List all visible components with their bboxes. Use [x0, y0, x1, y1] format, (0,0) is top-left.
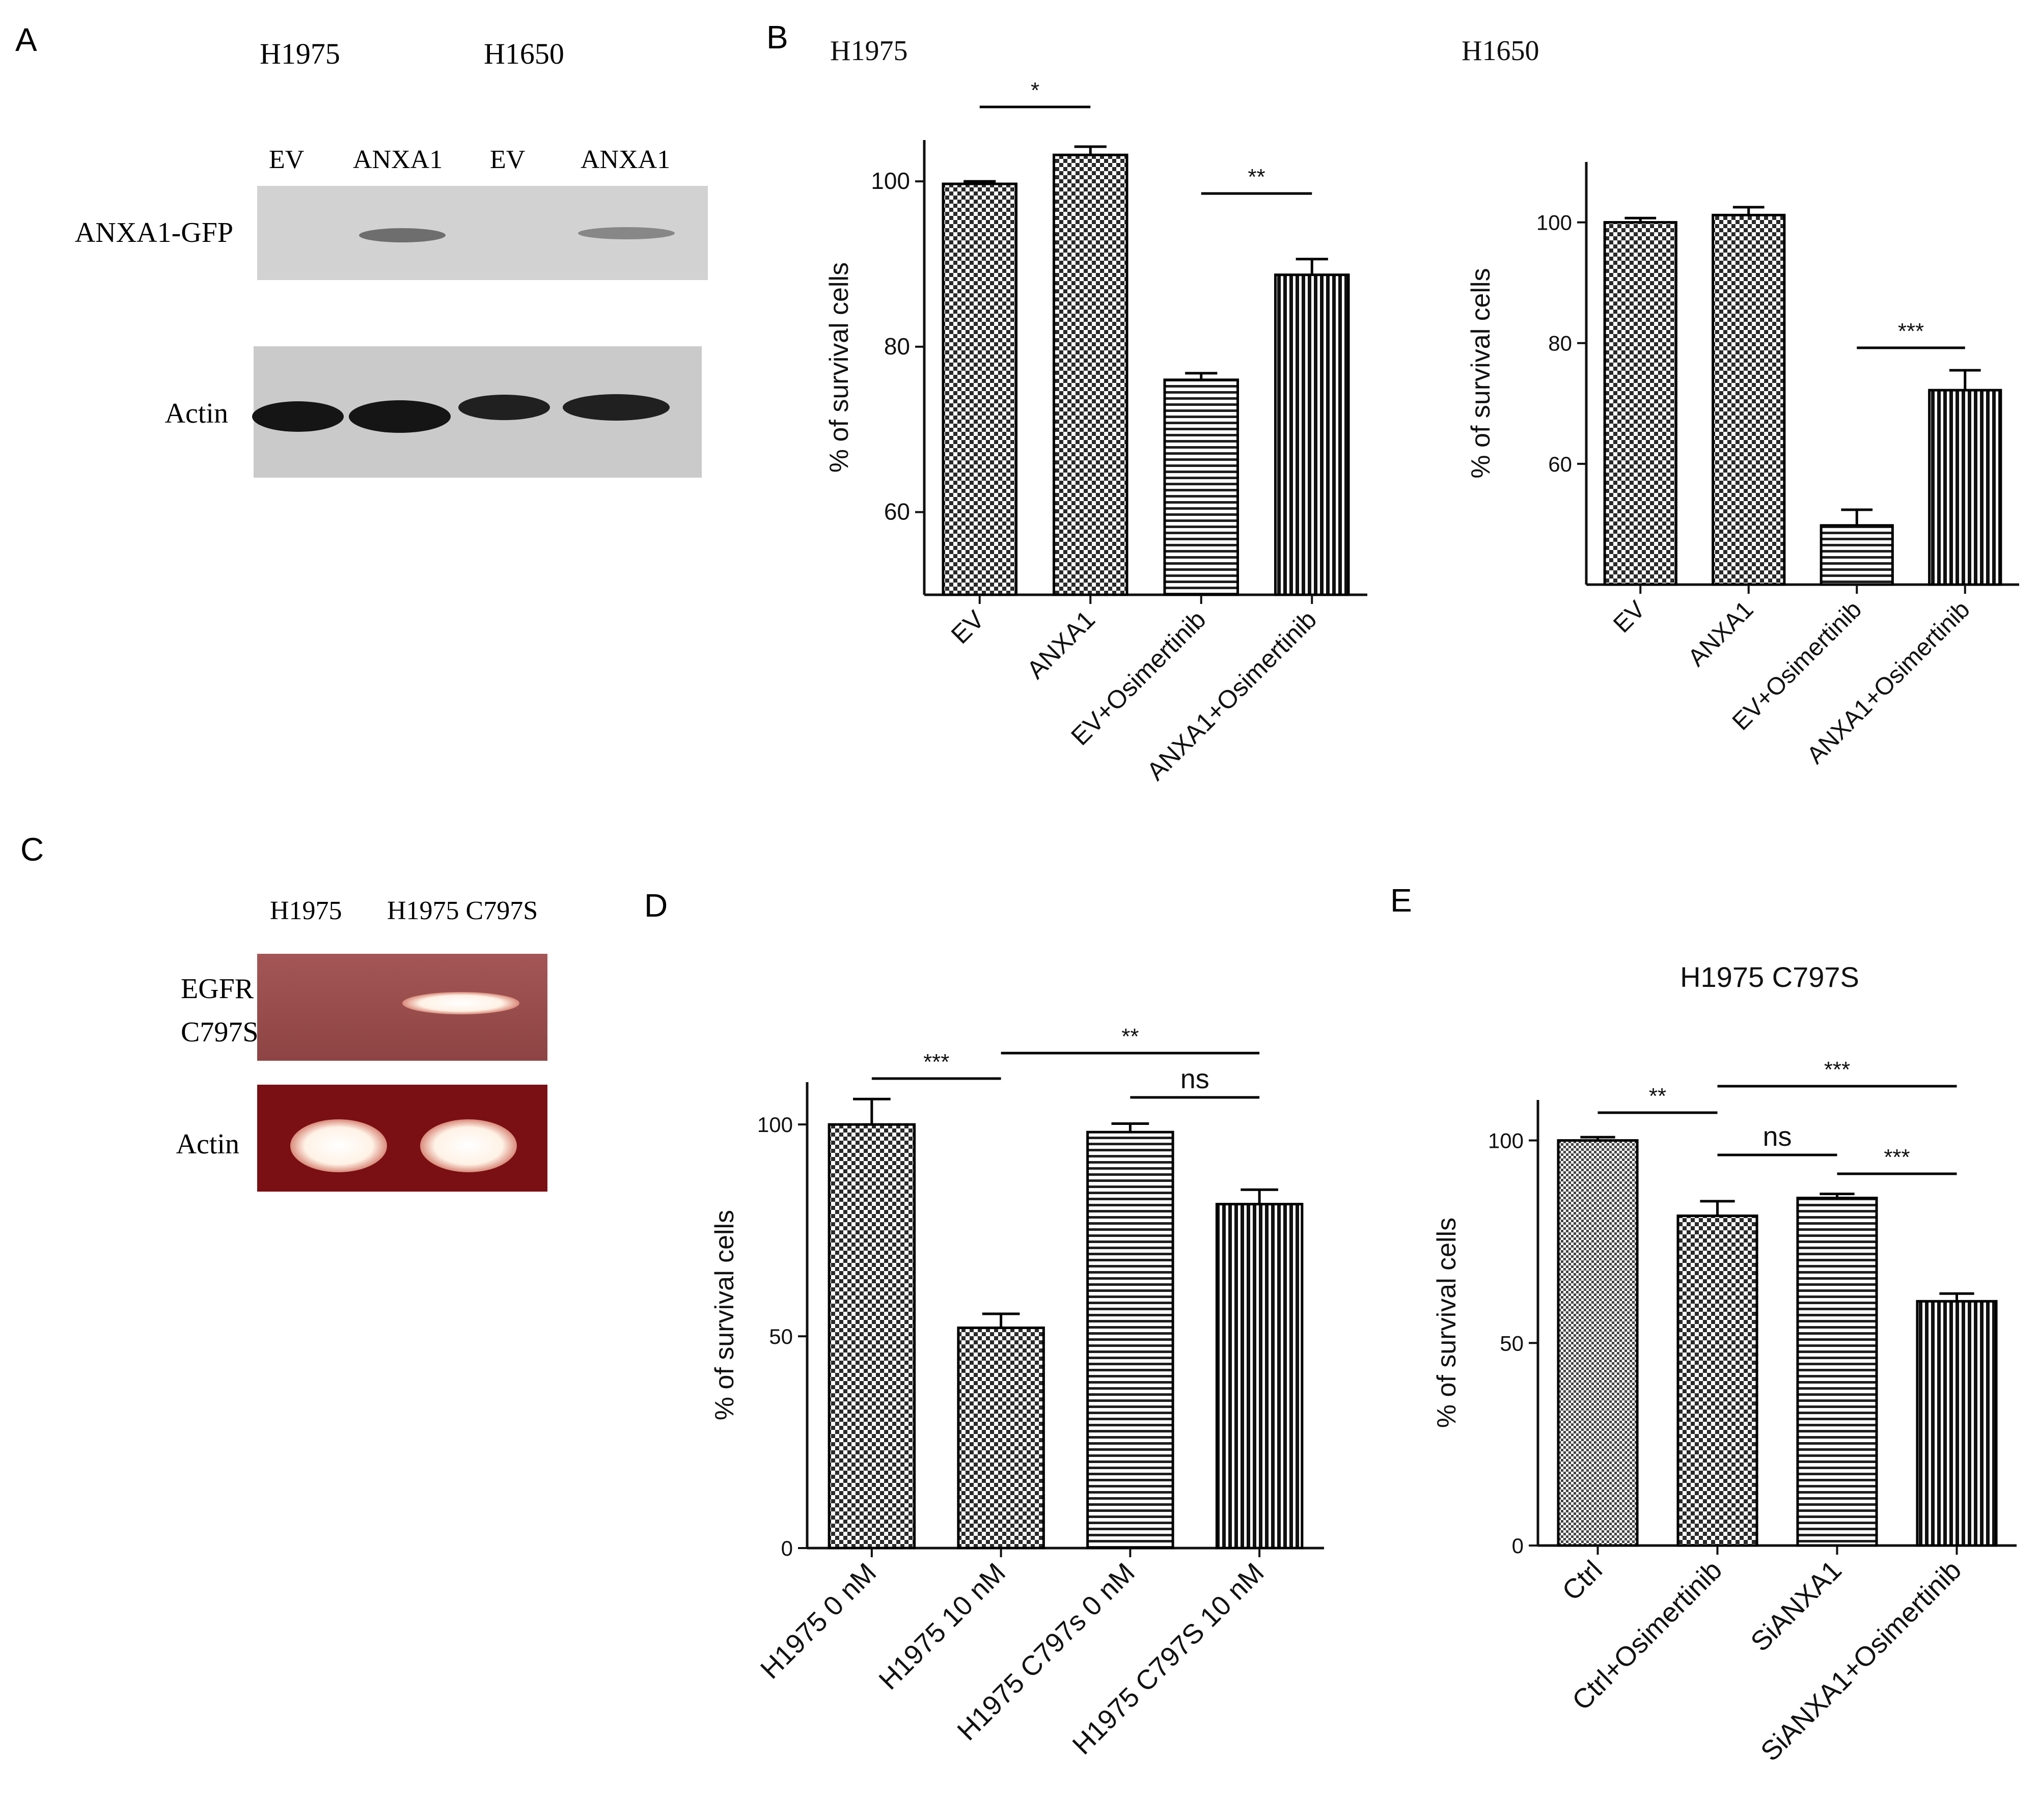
y-tick-label: 60	[884, 499, 910, 525]
significance-label: **	[1248, 164, 1265, 189]
y-tick-label: 100	[757, 1113, 793, 1137]
bar	[1086, 1130, 1174, 1550]
x-tick-label: H1975 10 nM	[873, 1557, 1011, 1696]
gel-c-lane-label: H1975	[270, 896, 342, 925]
panel-letter-a: A	[15, 21, 37, 58]
bar	[1215, 1203, 1304, 1550]
y-tick-label: 100	[1488, 1129, 1524, 1153]
y-axis-label: % of survival cells	[710, 1210, 739, 1420]
blot-a-lane-label: EV	[269, 145, 304, 174]
gel-c-row-label-actin: Actin	[176, 1128, 239, 1160]
significance-label: **	[1121, 1024, 1139, 1049]
significance-label: ***	[1898, 319, 1924, 344]
significance-label: ***	[923, 1050, 949, 1074]
y-tick-label: 80	[1548, 332, 1572, 355]
panel-letter-b: B	[766, 19, 788, 56]
y-tick-label: 50	[769, 1325, 793, 1348]
bar	[1557, 1139, 1639, 1547]
gel-c-band	[290, 1119, 387, 1172]
panel-letter-e: E	[1390, 882, 1412, 919]
x-tick-label: SiANXA1+Osimertinib	[1755, 1555, 1967, 1767]
gel-c-lane-label: H1975 C797S	[387, 896, 538, 925]
bar	[942, 182, 1018, 596]
chart-d: % of survival cells 0 50 100 H1975 0 nMH1975…	[710, 1024, 1324, 1760]
blot-a-band	[349, 400, 451, 433]
blot-a-cell-line-h1650: H1650	[484, 37, 564, 70]
significance-label: ns	[1762, 1121, 1792, 1152]
bar	[1274, 273, 1350, 596]
y-tick-label: 100	[871, 168, 910, 194]
y-axis-label: % of survival cells	[1466, 268, 1496, 478]
gel-c-row-label-c797s: C797S	[181, 1016, 259, 1048]
blot-a-band	[359, 228, 446, 242]
gel-c-band	[402, 992, 519, 1014]
x-tick-label: EV	[946, 605, 990, 649]
x-tick-label: EV	[1608, 596, 1650, 638]
y-tick-label: 0	[1512, 1534, 1524, 1558]
chart-title: H1650	[1462, 35, 1539, 67]
y-tick-label: 50	[1500, 1331, 1524, 1355]
y-tick-label: 60	[1548, 452, 1572, 476]
x-tick-label: Ctrl	[1556, 1555, 1608, 1607]
x-tick-label: ANXA1	[1021, 605, 1100, 684]
x-tick-label: H1975 0 nM	[755, 1557, 882, 1685]
y-tick-label: 80	[884, 333, 910, 360]
chart-e: H1975 C797S % of survival cells 0 50 100 Ctrl…	[1432, 961, 2017, 1767]
bar	[828, 1123, 916, 1550]
bar	[1928, 389, 2002, 586]
y-tick-label: 0	[781, 1536, 793, 1560]
bar	[1603, 221, 1677, 586]
blot-a-row-label-actin: Actin	[165, 398, 228, 429]
blot-a-band	[252, 401, 344, 432]
bar	[1676, 1215, 1758, 1547]
blot-a-band	[458, 395, 550, 420]
x-tick-label: ANXA1	[1683, 596, 1759, 672]
blot-a-cell-line-h1975: H1975	[260, 37, 340, 70]
blot-a-row-label-anxa1-gfp: ANXA1-GFP	[75, 217, 233, 249]
gel-c-row-label-egfr: EGFR	[181, 973, 254, 1005]
y-axis-label: % of survival cells	[1432, 1218, 1462, 1428]
blot-a-lane-label: EV	[490, 145, 525, 174]
gel-c-band	[420, 1119, 517, 1172]
panel-a: A H1975 H1650 EV ANXA1 EV ANXA1 ANXA1-GF…	[15, 21, 708, 478]
significance-label: ***	[1824, 1057, 1850, 1082]
blot-a-lane-label: ANXA1	[353, 145, 443, 174]
bar	[1163, 378, 1240, 596]
panel-letter-c: C	[20, 831, 44, 868]
y-axis-label: % of survival cells	[824, 262, 854, 473]
significance-label: ns	[1180, 1064, 1209, 1094]
blot-a-lane-label: ANXA1	[581, 145, 670, 174]
bar	[1916, 1300, 1998, 1547]
bar	[1796, 1197, 1878, 1547]
panel-c: C H1975 H1975 C797S EGFR C797S Actin	[20, 831, 547, 1192]
x-tick-label: SiANXA1	[1745, 1555, 1848, 1658]
y-tick-label: 100	[1536, 211, 1572, 235]
significance-label: **	[1649, 1084, 1666, 1109]
panel-letter-d: D	[644, 887, 668, 924]
blot-a-band	[578, 227, 675, 239]
blot-a-band	[563, 394, 670, 421]
chart-title: H1975	[830, 35, 907, 67]
bar	[1052, 153, 1128, 596]
bar	[1712, 213, 1786, 586]
bar	[1820, 524, 1894, 586]
significance-label: ***	[1884, 1145, 1910, 1170]
significance-label: *	[1031, 78, 1039, 103]
bar	[957, 1326, 1045, 1550]
chart-title: H1975 C797S	[1680, 961, 1859, 993]
